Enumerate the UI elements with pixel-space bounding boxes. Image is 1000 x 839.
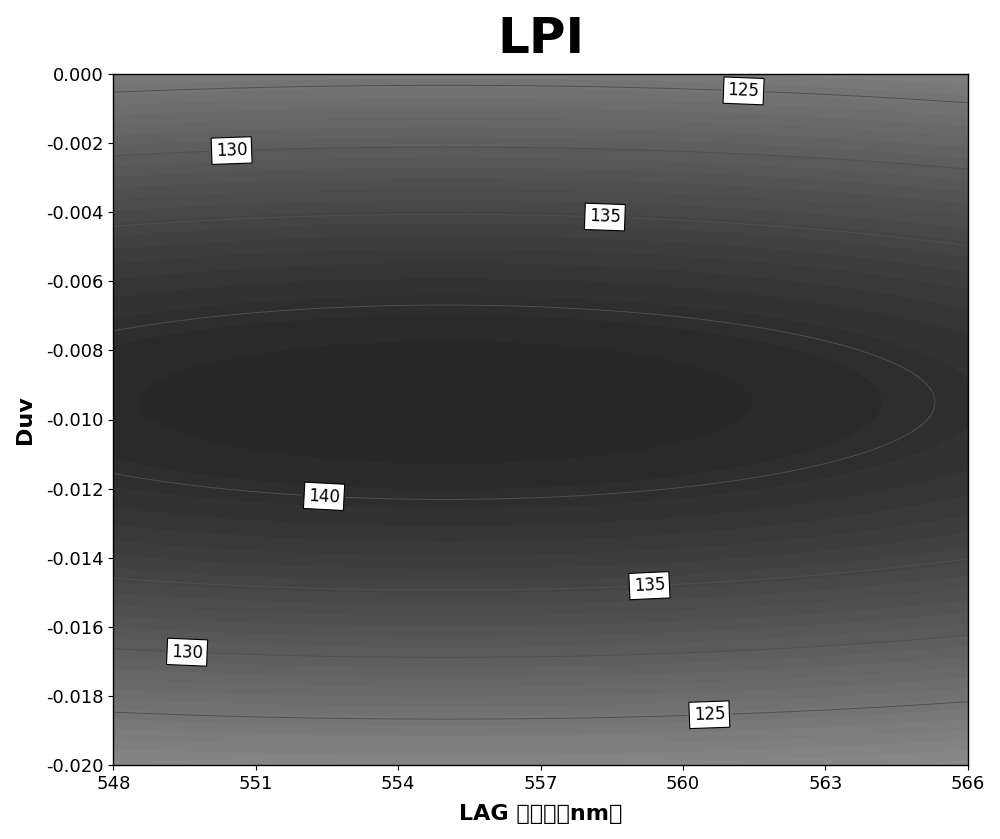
Text: 140: 140 — [308, 487, 340, 506]
Y-axis label: Duv: Duv — [15, 395, 35, 444]
X-axis label: LAG 主波长（nm）: LAG 主波长（nm） — [459, 804, 622, 824]
Text: 130: 130 — [215, 141, 248, 160]
Title: LPI: LPI — [497, 15, 584, 63]
Text: 125: 125 — [693, 706, 725, 724]
Text: 130: 130 — [171, 643, 203, 662]
Text: 125: 125 — [727, 81, 760, 101]
Text: 135: 135 — [633, 576, 666, 596]
Text: 135: 135 — [589, 207, 621, 227]
